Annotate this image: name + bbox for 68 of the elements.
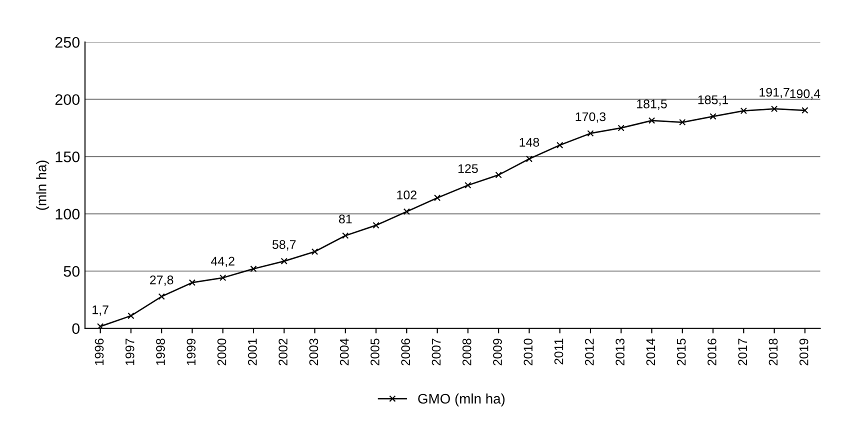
x-tick-label: 2008 <box>462 338 472 366</box>
x-tick-label: 2013 <box>616 338 624 366</box>
y-tick-label: 150 <box>56 151 80 162</box>
point <box>342 232 349 239</box>
point <box>740 107 747 114</box>
point <box>403 208 410 215</box>
x-tick-label: 2003 <box>309 338 318 366</box>
point <box>311 248 318 255</box>
y-axis-title: (mln ha) <box>36 160 50 210</box>
data-label: 102 <box>397 190 416 200</box>
point <box>770 106 778 112</box>
point <box>464 182 472 189</box>
x-tick-label: 1999 <box>186 338 196 365</box>
point <box>618 124 624 132</box>
x-tick-label: 2007 <box>432 338 441 366</box>
point <box>372 222 380 229</box>
x-tick-label: 1998 <box>156 338 165 365</box>
x-tick-label: 2004 <box>340 338 349 366</box>
point <box>188 279 196 286</box>
x-tick-label: 2009 <box>493 338 502 366</box>
y-tick-label: 50 <box>64 266 80 277</box>
x-tick-label: 2002 <box>278 338 288 366</box>
legend-label: GMO (mln ha) <box>418 393 505 406</box>
data-label: 170,3 <box>576 112 606 123</box>
point <box>128 312 134 320</box>
x-tick-label: 2011 <box>554 338 564 364</box>
data-label: 185,1 <box>698 95 728 106</box>
x-tick-label: 1996 <box>94 338 104 365</box>
x-tick-label: 1997 <box>125 338 134 365</box>
data-label: 81 <box>338 214 352 224</box>
x-tick-label: 2019 <box>799 338 808 366</box>
x-tick-label: 2010 <box>524 338 533 366</box>
point <box>158 293 165 300</box>
data-label: 125 <box>458 164 478 174</box>
point <box>280 258 288 264</box>
y-tick-label: 200 <box>55 94 80 106</box>
x-tick-label: 2015 <box>676 338 686 366</box>
data-label: 191,7 <box>760 88 790 98</box>
x-tick-label: 2001 <box>248 338 257 366</box>
point <box>556 142 564 148</box>
x-tick-label: 2014 <box>646 338 656 366</box>
point <box>648 117 656 124</box>
y-tick-label: 250 <box>55 36 80 48</box>
x-tick-label: 2006 <box>401 338 410 366</box>
point <box>250 266 257 272</box>
point <box>710 113 716 120</box>
point <box>526 156 533 162</box>
point <box>220 274 226 282</box>
data-label: 58,7 <box>272 240 296 250</box>
y-tick-label: 0 <box>72 323 80 334</box>
y-tick-label: 100 <box>56 208 80 220</box>
x-tick-label: 2005 <box>370 338 380 366</box>
data-label: 1,7 <box>92 306 108 316</box>
data-label: 148 <box>520 138 540 147</box>
point <box>802 107 808 114</box>
point <box>587 130 594 137</box>
x-tick-label: 2017 <box>738 338 748 366</box>
x-tick-label: 2012 <box>584 338 594 366</box>
data-label: 190,4 <box>790 89 820 100</box>
x-tick-label: 2018 <box>768 338 778 366</box>
x-tick-label: 2016 <box>708 338 716 366</box>
point <box>495 172 502 178</box>
data-label: 181,5 <box>637 99 667 110</box>
point <box>679 118 686 126</box>
x-tick-label: 2000 <box>217 338 226 366</box>
data-label: 27,8 <box>150 276 174 286</box>
data-label: 44,2 <box>210 256 234 268</box>
point <box>434 194 441 202</box>
